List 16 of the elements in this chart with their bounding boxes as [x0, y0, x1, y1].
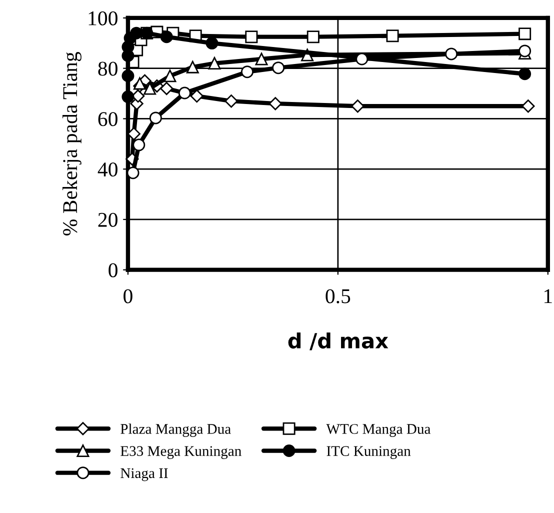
x-tick-label: 0.5	[326, 289, 350, 304]
x-axis-title: d /d max	[288, 332, 388, 350]
y-tick-label: 100	[88, 11, 118, 26]
y-tick-label: 20	[98, 212, 118, 227]
legend-label: WTC Manga Dua	[326, 424, 431, 437]
x-tick-label: 0	[124, 289, 132, 304]
legend-label: E33 Mega Kuningan	[120, 446, 242, 459]
y-tick-label: 40	[98, 162, 118, 177]
y-tick-label: 60	[98, 112, 118, 126]
legend-label: ITC Kuningan	[326, 446, 411, 459]
y-tick-label: 0	[108, 263, 118, 278]
legend-label: Plaza Mangga Dua	[120, 424, 231, 437]
y-axis-title: % Bekerja pada Tiang	[62, 52, 82, 236]
legend-label: Niaga II	[120, 468, 168, 482]
x-tick-label: 1	[544, 289, 552, 304]
y-tick-label: 80	[98, 62, 118, 76]
